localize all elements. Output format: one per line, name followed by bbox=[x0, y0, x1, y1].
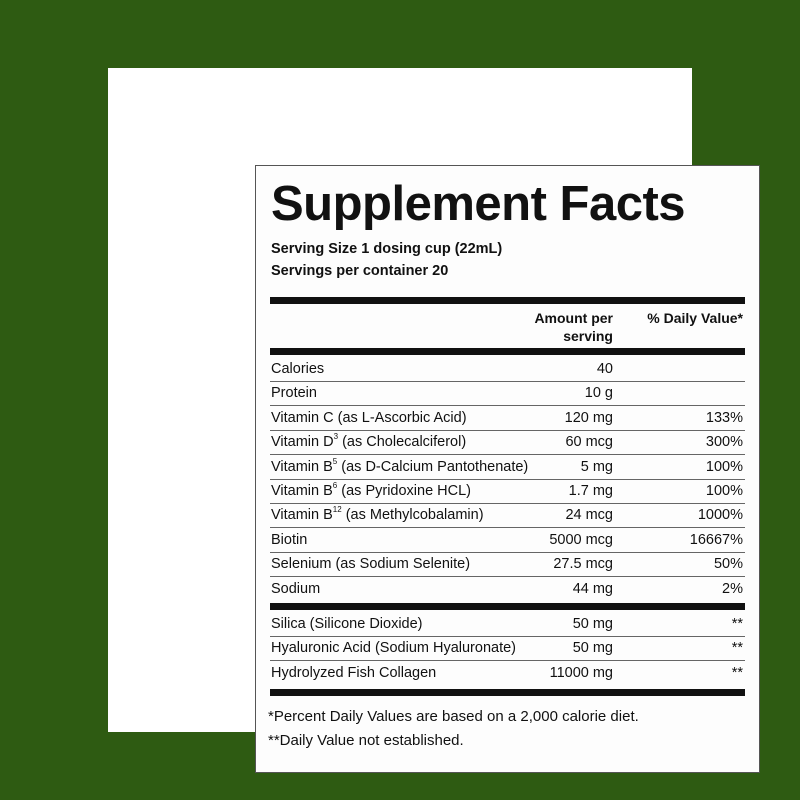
nutrient-amount: 5 mg bbox=[580, 458, 613, 475]
ingredient-daily-value: ** bbox=[731, 616, 743, 632]
nutrient-daily-value: 2% bbox=[722, 580, 743, 597]
divider-thick bbox=[270, 689, 745, 696]
footnote: *Percent Daily Values are based on a 2,0… bbox=[268, 708, 639, 725]
nutrient-row: Vitamin B6 (as Pyridoxine HCL) 1.7 mg 100% bbox=[270, 479, 745, 504]
nutrient-amount: 24 mcg bbox=[565, 507, 613, 524]
footnote: **Daily Value not established. bbox=[268, 732, 464, 749]
label-panel: Supplement Facts Serving Size 1 dosing c… bbox=[108, 68, 760, 773]
nutrient-name: Vitamin B5 (as D-Calcium Pantothenate) bbox=[271, 455, 528, 479]
serving-size: Serving Size 1 dosing cup (22mL) bbox=[271, 241, 503, 257]
nutrient-daily-value: 1000% bbox=[697, 507, 743, 524]
ingredient-amount: 11000 mg bbox=[549, 664, 613, 681]
nutrient-superscript: 6 bbox=[332, 481, 338, 490]
nutrient-amount: 40 bbox=[596, 361, 613, 377]
divider-thick bbox=[270, 348, 745, 355]
nutrient-name: Vitamin C (as L-Ascorbic Acid) bbox=[271, 406, 467, 430]
nutrient-name-base: Biotin bbox=[271, 531, 308, 548]
ingredient-name: Silica (Silicone Dioxide) bbox=[271, 616, 423, 632]
header-line: Amount per bbox=[534, 310, 613, 326]
ingredient-daily-value: ** bbox=[731, 640, 743, 657]
nutrient-row: Vitamin D3 (as Cholecalciferol) 60 mcg 300… bbox=[270, 430, 745, 456]
nutrient-daily-value: 100% bbox=[705, 458, 743, 475]
nutrient-name-base: Sodium bbox=[271, 580, 321, 597]
nutrient-name: Sodium bbox=[271, 577, 320, 601]
divider-thick bbox=[270, 297, 745, 304]
nutrient-amount: 120 mg bbox=[564, 409, 613, 426]
nutrient-row: Calories 40 bbox=[270, 357, 745, 382]
ingredient-daily-value: ** bbox=[731, 664, 743, 681]
nutrient-row: Vitamin C (as L-Ascorbic Acid) 120 mg 133% bbox=[270, 406, 745, 431]
header-line: serving bbox=[563, 328, 613, 344]
nutrient-row: Vitamin B12 (as Methylcobalamin) 24 mcg 10… bbox=[270, 503, 745, 529]
title: Supplement Facts bbox=[271, 177, 686, 231]
nutrient-amount: 1.7 mg bbox=[568, 483, 613, 499]
divider-thick bbox=[270, 603, 745, 610]
ingredient-row: Hyaluronic Acid (Sodium Hyaluronate) 50 m… bbox=[270, 636, 745, 662]
nutrient-row: Sodium 44 mg 2% bbox=[270, 577, 745, 601]
ingredient-name: Hyaluronic Acid (Sodium Hyaluronate) bbox=[271, 640, 516, 657]
nutrient-name-base: Vitamin B bbox=[271, 507, 333, 524]
nutrient-name: Vitamin D3 (as Cholecalciferol) bbox=[271, 430, 466, 454]
nutrient-name: Vitamin B12 (as Methylcobalamin) bbox=[271, 503, 484, 527]
nutrient-daily-value: 300% bbox=[705, 434, 743, 451]
ingredient-amount: 50 mg bbox=[572, 640, 613, 657]
nutrient-daily-value: 50% bbox=[713, 556, 743, 573]
nutrient-row: Biotin 5000 mcg 16667% bbox=[270, 528, 745, 553]
nutrient-name: Calories bbox=[271, 357, 324, 381]
nutrient-name-detail: (as Methylcobalamin) bbox=[341, 507, 484, 524]
nutrient-name-base: Protein bbox=[271, 385, 317, 402]
nutrient-superscript: 3 bbox=[333, 432, 339, 442]
nutrient-amount: 27.5 mcg bbox=[553, 556, 613, 573]
nutrient-amount: 5000 mcg bbox=[549, 531, 613, 548]
nutrient-name: Biotin bbox=[271, 528, 307, 552]
nutrient-name-base: Vitamin D bbox=[271, 434, 334, 451]
nutrient-name-detail: (as Cholecalciferol) bbox=[338, 434, 467, 451]
nutrient-superscript: 5 bbox=[332, 456, 338, 466]
ingredient-name: Hydrolyzed Fish Collagen bbox=[271, 664, 437, 681]
nutrient-name-base: Vitamin B bbox=[271, 458, 333, 475]
nutrient-daily-value: 133% bbox=[705, 409, 743, 426]
nutrient-amount: 60 mcg bbox=[565, 434, 613, 451]
amount-per-serving-header: Amount per serving bbox=[534, 309, 613, 345]
nutrient-name-detail: (as Pyridoxine HCL) bbox=[337, 483, 472, 499]
nutrient-name-base: Calories bbox=[271, 361, 325, 377]
nutrient-superscript: 12 bbox=[332, 505, 342, 515]
nutrient-name: Protein bbox=[271, 381, 317, 405]
ingredient-row: Silica (Silicone Dioxide) 50 mg ** bbox=[270, 612, 745, 637]
supplement-facts-label: Supplement Facts Serving Size 1 dosing c… bbox=[255, 165, 760, 773]
ingredient-row: Hydrolyzed Fish Collagen 11000 mg ** bbox=[270, 661, 745, 685]
ingredient-amount: 50 mg bbox=[572, 616, 613, 632]
nutrient-amount: 44 mg bbox=[572, 580, 613, 597]
nutrient-amount: 10 g bbox=[584, 385, 613, 402]
nutrient-daily-value: 16667% bbox=[689, 531, 743, 548]
nutrient-name-base: Vitamin B bbox=[271, 483, 333, 499]
nutrient-row: Vitamin B5 (as D-Calcium Pantothenate) 5 … bbox=[270, 455, 745, 480]
nutrient-name: Vitamin B6 (as Pyridoxine HCL) bbox=[271, 479, 471, 503]
nutrient-name-base: Vitamin C (as L-Ascorbic Acid) bbox=[271, 409, 467, 426]
nutrient-name-base: Selenium (as Sodium Selenite) bbox=[271, 556, 471, 573]
daily-value-header: % Daily Value* bbox=[647, 310, 743, 326]
nutrient-name: Selenium (as Sodium Selenite) bbox=[271, 552, 470, 576]
nutrient-daily-value: 100% bbox=[705, 483, 743, 499]
nutrient-row: Selenium (as Sodium Selenite) 27.5 mcg 50% bbox=[270, 552, 745, 578]
nutrient-row: Protein 10 g bbox=[270, 381, 745, 407]
nutrient-name-detail: (as D-Calcium Pantothenate) bbox=[337, 458, 529, 475]
servings-per-container: Servings per container 20 bbox=[271, 263, 449, 279]
